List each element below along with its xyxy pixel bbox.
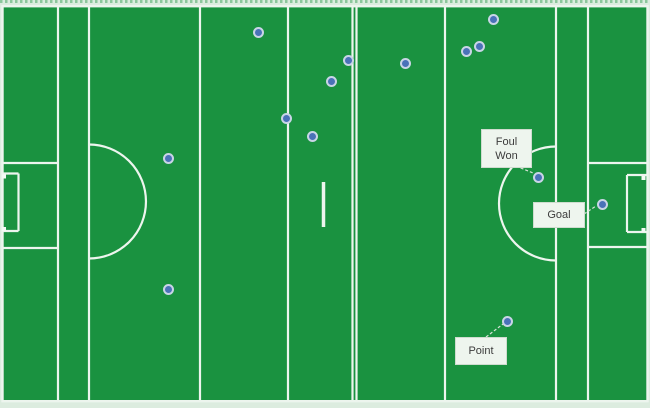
- event-marker[interactable]: [460, 45, 472, 57]
- event-marker[interactable]: [306, 130, 318, 142]
- left-goalpost-bottom: [2, 227, 6, 231]
- annotation-foul-won-line2: Won: [495, 149, 518, 162]
- event-marker[interactable]: [532, 171, 544, 183]
- left-d-arc: [88, 143, 148, 260]
- event-marker[interactable]: [487, 13, 499, 25]
- pitch-vertical-lines: [56, 6, 590, 401]
- event-marker[interactable]: [162, 152, 174, 164]
- annotation-foul-won[interactable]: Foul Won: [481, 129, 532, 168]
- annotation-leader-lines: [485, 165, 597, 338]
- event-marker[interactable]: [325, 75, 337, 87]
- event-marker[interactable]: [473, 40, 485, 52]
- event-marker[interactable]: [596, 198, 608, 210]
- leader-line-goal: [583, 205, 597, 215]
- left-goal-area: [2, 143, 148, 260]
- right-goalpost-top: [641, 176, 646, 180]
- leader-line-point: [485, 323, 504, 338]
- event-marker[interactable]: [280, 112, 292, 124]
- event-marker[interactable]: [252, 26, 264, 38]
- right-goalpost-bottom: [641, 228, 646, 232]
- event-marker[interactable]: [342, 54, 354, 66]
- left-goalpost-top: [2, 174, 6, 179]
- event-marker[interactable]: [501, 315, 513, 327]
- event-marker[interactable]: [162, 283, 174, 295]
- annotation-goal[interactable]: Goal: [533, 202, 585, 228]
- leader-line-foul-won: [515, 165, 534, 174]
- annotation-foul-won-line1: Foul: [495, 135, 518, 148]
- annotation-point[interactable]: Point: [455, 337, 507, 365]
- annotation-goal-label: Goal: [547, 209, 571, 221]
- annotation-point-label: Point: [468, 345, 494, 357]
- event-marker[interactable]: [399, 57, 411, 69]
